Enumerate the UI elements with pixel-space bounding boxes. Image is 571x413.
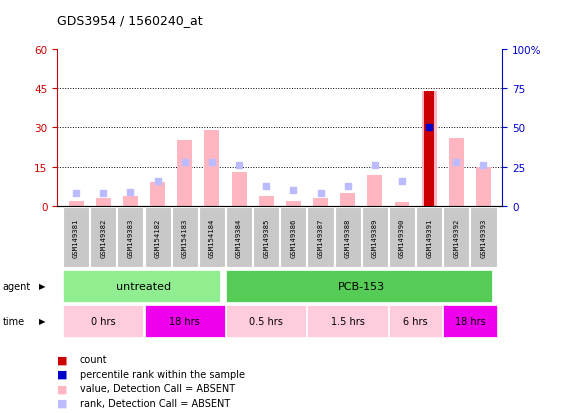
Point xyxy=(71,191,81,197)
Point xyxy=(235,162,244,169)
Bar xyxy=(90,208,116,267)
Text: ■: ■ xyxy=(57,383,67,393)
Bar xyxy=(367,175,383,206)
Point xyxy=(316,191,325,197)
Bar xyxy=(226,270,493,302)
Text: GSM154184: GSM154184 xyxy=(209,218,215,257)
Text: untreated: untreated xyxy=(116,281,171,291)
Text: 6 hrs: 6 hrs xyxy=(403,316,428,326)
Text: percentile rank within the sample: percentile rank within the sample xyxy=(80,369,245,379)
Text: ▶: ▶ xyxy=(39,282,45,290)
Bar xyxy=(308,305,388,337)
Bar xyxy=(476,167,491,206)
Text: GSM149390: GSM149390 xyxy=(399,218,405,257)
Bar xyxy=(340,193,355,206)
Bar xyxy=(424,91,434,206)
Bar xyxy=(395,203,409,206)
Text: value, Detection Call = ABSENT: value, Detection Call = ABSENT xyxy=(80,383,235,393)
Text: 1.5 hrs: 1.5 hrs xyxy=(331,316,365,326)
Text: time: time xyxy=(3,316,25,326)
Bar xyxy=(389,208,415,267)
Bar xyxy=(199,208,225,267)
Bar xyxy=(226,305,307,337)
Point xyxy=(452,159,461,166)
Point xyxy=(425,125,434,131)
Bar xyxy=(259,196,274,206)
Point xyxy=(99,191,108,197)
Text: ▶: ▶ xyxy=(39,317,45,325)
Point xyxy=(425,121,434,128)
Point xyxy=(397,178,407,185)
Bar xyxy=(226,208,252,267)
Point xyxy=(343,183,352,190)
Bar xyxy=(416,208,442,267)
Text: GSM149393: GSM149393 xyxy=(480,218,486,257)
Text: ■: ■ xyxy=(57,398,67,408)
Bar xyxy=(96,199,111,206)
Bar xyxy=(449,138,464,206)
Bar xyxy=(123,196,138,206)
Text: 18 hrs: 18 hrs xyxy=(170,316,200,326)
Text: 0 hrs: 0 hrs xyxy=(91,316,115,326)
Bar xyxy=(389,305,442,337)
Text: GSM149381: GSM149381 xyxy=(73,218,79,257)
Bar xyxy=(69,201,83,206)
Bar xyxy=(118,208,143,267)
Text: GDS3954 / 1560240_at: GDS3954 / 1560240_at xyxy=(57,14,203,27)
Bar xyxy=(63,208,89,267)
Bar xyxy=(232,173,247,206)
Bar xyxy=(443,208,469,267)
Text: GSM149387: GSM149387 xyxy=(317,218,324,257)
Text: GSM149391: GSM149391 xyxy=(426,218,432,257)
Text: agent: agent xyxy=(3,281,31,291)
Point xyxy=(153,178,162,185)
Bar xyxy=(63,270,220,302)
Bar xyxy=(422,91,437,206)
Bar xyxy=(63,305,143,337)
Text: GSM149384: GSM149384 xyxy=(236,218,242,257)
Bar xyxy=(204,131,219,206)
Text: GSM154182: GSM154182 xyxy=(155,218,160,257)
Bar xyxy=(286,201,301,206)
Text: ■: ■ xyxy=(57,369,67,379)
Bar xyxy=(253,208,279,267)
Point xyxy=(370,162,379,169)
Text: GSM149389: GSM149389 xyxy=(372,218,378,257)
Text: PCB-153: PCB-153 xyxy=(337,281,385,291)
Point xyxy=(262,183,271,190)
Point xyxy=(207,159,216,166)
Text: GSM149382: GSM149382 xyxy=(100,218,106,257)
Text: count: count xyxy=(80,354,107,364)
Bar xyxy=(471,208,497,267)
Text: GSM149383: GSM149383 xyxy=(127,218,134,257)
Bar xyxy=(150,183,165,206)
Text: GSM149392: GSM149392 xyxy=(453,218,459,257)
Text: rank, Detection Call = ABSENT: rank, Detection Call = ABSENT xyxy=(80,398,230,408)
Bar xyxy=(335,208,361,267)
Bar xyxy=(313,199,328,206)
Bar xyxy=(280,208,307,267)
Point xyxy=(479,162,488,169)
Text: 18 hrs: 18 hrs xyxy=(455,316,485,326)
Text: GSM149385: GSM149385 xyxy=(263,218,269,257)
Point xyxy=(180,159,190,166)
Bar xyxy=(362,208,388,267)
Bar xyxy=(443,305,497,337)
Text: 0.5 hrs: 0.5 hrs xyxy=(250,316,283,326)
Bar xyxy=(177,141,192,206)
Point xyxy=(126,189,135,196)
Text: GSM149388: GSM149388 xyxy=(345,218,351,257)
Point xyxy=(289,188,298,194)
Text: ■: ■ xyxy=(57,354,67,364)
Text: GSM154183: GSM154183 xyxy=(182,218,188,257)
Text: GSM149386: GSM149386 xyxy=(291,218,296,257)
Bar xyxy=(172,208,198,267)
Bar xyxy=(144,305,225,337)
Bar xyxy=(308,208,333,267)
Bar xyxy=(144,208,171,267)
